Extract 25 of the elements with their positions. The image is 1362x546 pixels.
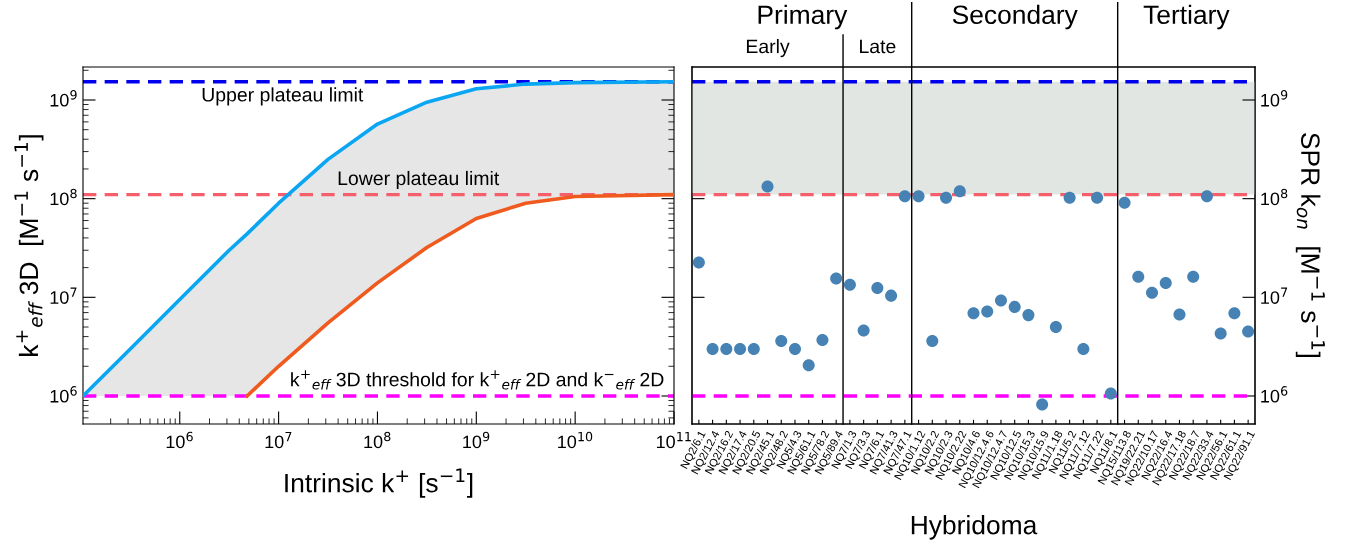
ref-line-label: Lower plateau limit bbox=[338, 170, 500, 190]
y2-tick-label: 10$^{7}$ bbox=[1261, 287, 1288, 304]
y2-tick-label: 10$^{8}$ bbox=[1261, 188, 1288, 206]
text: Secondary bbox=[952, 4, 1078, 30]
y-tick-label: 10$^{7}$ bbox=[50, 287, 77, 304]
x-tick-label: 10$^{10}$ bbox=[558, 431, 593, 449]
y-axis-title: k$^{+}$$_{eff}$ 3D [M$^{−1}$ s$^{−1}$] bbox=[14, 135, 44, 356]
text: Tertiary bbox=[1143, 4, 1230, 30]
x-axis-title: Intrinsic k$^{+}$ [s$^{−1}$] bbox=[285, 468, 473, 498]
x-tick-label: 10$^{7}$ bbox=[265, 431, 292, 449]
x-tick-label: 10$^{8}$ bbox=[364, 431, 391, 449]
text: Late bbox=[860, 39, 896, 54]
y2-axis-title: SPR k$_{on}$ [M$^{−1}$ s$^{−1}$] bbox=[1295, 133, 1325, 358]
y-tick-label: 10$^{6}$ bbox=[50, 386, 77, 403]
text: k$^{+}$$_{eff}$ 3D threshold for k$^{+}$$_{eff}$ 2D and k$^{−}$$_{eff}$ 2D bbox=[291, 370, 664, 390]
y-tick-label: 10$^{9}$ bbox=[50, 90, 77, 107]
y2-tick-label: 10$^{6}$ bbox=[1261, 386, 1288, 403]
ref-line-label: Upper plateau limit bbox=[202, 87, 364, 106]
x-tick-label: 10$^{6}$ bbox=[166, 431, 193, 449]
text: Early bbox=[746, 39, 790, 58]
x-axis-title: Hybridoma bbox=[911, 515, 1038, 540]
text: Primary bbox=[758, 4, 848, 30]
x-tick-label: 10$^{9}$ bbox=[463, 431, 490, 449]
y-tick-label: 10$^{8}$ bbox=[50, 188, 77, 206]
y2-tick-label: 10$^{9}$ bbox=[1261, 90, 1288, 107]
